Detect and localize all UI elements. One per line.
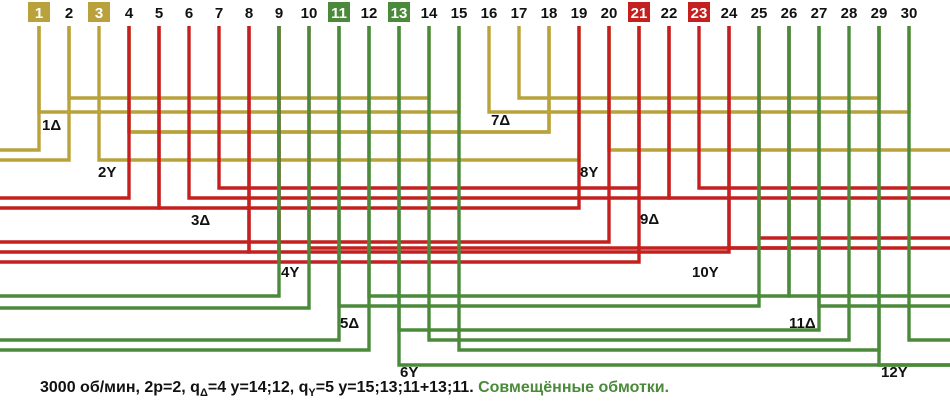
lead-gold-20 xyxy=(607,26,950,152)
lead-green-26 xyxy=(787,26,950,298)
slot-number-28: 28 xyxy=(841,5,858,22)
slot-box-1 xyxy=(28,2,50,22)
slot-number-27: 27 xyxy=(811,5,828,22)
lead-green-12 xyxy=(0,26,371,352)
slot-box-3 xyxy=(88,2,110,22)
slot-number-11: 11 xyxy=(331,5,347,22)
slot-number-25: 25 xyxy=(751,5,768,22)
caption-part-2: =4 у=14;12, q xyxy=(207,379,309,396)
slot-number-22: 22 xyxy=(661,5,678,22)
lead-green-10 xyxy=(0,26,311,310)
lead-label-12: 12Y xyxy=(881,364,908,381)
slot-number-1: 1 xyxy=(35,5,43,22)
lead-gold-1 xyxy=(0,26,41,152)
slot-number-18: 18 xyxy=(541,5,558,22)
slot-number-7: 7 xyxy=(215,5,223,22)
lead-green-29 xyxy=(877,26,950,367)
lead-label-4: 4Y xyxy=(281,264,299,281)
slot-box-11 xyxy=(328,2,350,22)
lead-label-6: 6Y xyxy=(400,364,418,381)
slot-number-14: 14 xyxy=(421,5,438,22)
lead-red-24 xyxy=(727,26,950,250)
slot-number-30: 30 xyxy=(901,5,918,22)
caption-sub-y: Y xyxy=(308,387,316,399)
slot-number-15: 15 xyxy=(451,5,468,22)
lead-label-2: 2Y xyxy=(98,164,116,181)
lead-label-7: 7Δ xyxy=(491,112,510,129)
slot-number-9: 9 xyxy=(275,5,283,22)
coil-red-24-8 xyxy=(247,26,731,254)
slot-number-8: 8 xyxy=(245,5,253,22)
lead-label-5: 5Δ xyxy=(340,315,359,332)
slot-number-2: 2 xyxy=(65,5,73,22)
slot-number-17: 17 xyxy=(511,5,528,22)
lead-green-9 xyxy=(0,26,281,298)
lead-green-13 xyxy=(397,26,950,367)
slot-number-29: 29 xyxy=(871,5,888,22)
caption-part-3: =5 у=15;13;11+13;11. xyxy=(315,379,479,396)
winding-conductors xyxy=(0,26,950,367)
slot-number-3: 3 xyxy=(95,5,103,22)
lead-label-1: 1Δ xyxy=(42,117,61,134)
lead-red-22 xyxy=(667,26,950,200)
lead-green-27 xyxy=(817,26,950,308)
caption-sub-delta: Δ xyxy=(199,387,208,399)
slot-box-13 xyxy=(388,2,410,22)
lead-label-10: 10Y xyxy=(692,264,719,281)
slot-number-5: 5 xyxy=(155,5,163,22)
slot-number-10: 10 xyxy=(301,5,318,22)
slot-number-6: 6 xyxy=(185,5,193,22)
lead-label-9: 9Δ xyxy=(640,211,659,228)
caption-part-1: 3000 об/мин, 2р=2, q xyxy=(40,379,200,396)
slot-number-20: 20 xyxy=(601,5,618,22)
slot-number-19: 19 xyxy=(571,5,588,22)
coil-green-14-28 xyxy=(427,26,851,342)
slot-number-23: 23 xyxy=(691,5,708,22)
slot-box-23 xyxy=(688,2,710,22)
lead-red-20 xyxy=(0,26,611,244)
slot-number-26: 26 xyxy=(781,5,798,22)
slot-numbers: 1 2 3 4 5 6 7 8 9 10 11 12 13 14 15 16 17 18 19 20 21 22 23 24 2… xyxy=(28,2,917,22)
slot-number-21: 21 xyxy=(631,5,648,22)
lead-labels: 1Δ 2Y 3Δ 4Y 5Δ 6Y 7Δ 8Y 9Δ 10Y 11Δ 12Y xyxy=(42,112,908,381)
slot-number-12: 12 xyxy=(361,5,378,22)
slot-number-24: 24 xyxy=(721,5,738,22)
slot-number-16: 16 xyxy=(481,5,498,22)
lead-gold-2 xyxy=(0,26,71,162)
lead-red-5 xyxy=(0,26,161,210)
lead-red-23 xyxy=(697,26,950,190)
lead-green-30 xyxy=(907,26,950,342)
slot-number-13: 13 xyxy=(391,5,408,22)
slot-box-21 xyxy=(628,2,650,22)
caption: 3000 об/мин, 2р=2, qΔ=4 у=14;12, qY=5 у=… xyxy=(40,379,940,399)
lead-label-3: 3Δ xyxy=(191,212,210,229)
lead-label-11: 11Δ xyxy=(789,315,816,332)
caption-accent: Совмещённые обмотки. xyxy=(478,379,670,396)
lead-red-4 xyxy=(0,26,131,200)
lead-red-9 xyxy=(0,26,281,264)
lead-green-11 xyxy=(0,26,341,342)
slot-number-4: 4 xyxy=(125,5,134,22)
lead-label-8: 8Y xyxy=(580,164,598,181)
